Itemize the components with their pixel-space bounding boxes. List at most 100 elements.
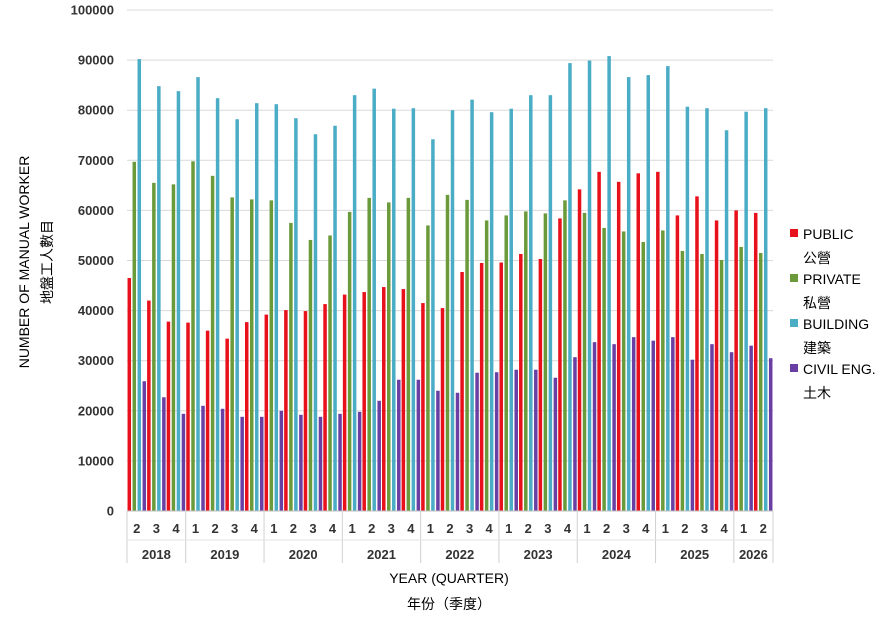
bar-building (763, 108, 768, 512)
bar-building (254, 103, 259, 511)
bar-private (739, 246, 743, 511)
bar-building (705, 108, 709, 512)
year-tick-label: 2026 (739, 547, 768, 562)
quarter-tick-label: 4 (329, 521, 337, 536)
bar-private (465, 199, 469, 511)
bar-building (685, 106, 690, 512)
bar-public (166, 321, 171, 511)
bar-building (411, 108, 416, 512)
bar-civil-eng (240, 416, 244, 511)
bar-civil-eng (377, 400, 381, 511)
quarter-tick-label: 1 (427, 521, 434, 536)
legend-sublabel: 土木 (803, 385, 831, 401)
legend-sublabel: 建築 (803, 340, 831, 356)
bar-civil-eng (397, 379, 401, 511)
bar-public (225, 338, 229, 511)
y-tick-label: 40000 (78, 303, 114, 318)
bar-building (352, 95, 357, 512)
bar-public (636, 173, 641, 512)
bar-building (607, 56, 611, 511)
year-tick-label: 2025 (680, 547, 709, 562)
quarter-tick-label: 4 (642, 521, 650, 536)
bar-civil-eng (494, 372, 499, 511)
bar-civil-eng (201, 405, 205, 511)
year-tick-label: 2019 (210, 547, 239, 562)
bars (127, 56, 773, 512)
bar-public (656, 171, 660, 511)
bar-public (244, 322, 249, 511)
quarter-tick-label: 2 (681, 521, 688, 536)
bar-civil-eng (573, 357, 577, 511)
quarter-tick-label: 1 (583, 521, 590, 536)
bar-private (700, 253, 704, 511)
bar-building (431, 139, 435, 511)
bar-building (157, 86, 161, 511)
bar-public (421, 303, 425, 511)
bar-civil-eng (631, 337, 636, 511)
bar-private (543, 213, 548, 511)
bar-public (127, 278, 132, 511)
bar-civil-eng (299, 414, 303, 511)
bar-private (524, 211, 528, 512)
bar-private (504, 215, 508, 511)
bar-public (597, 171, 601, 511)
bar-public (558, 218, 562, 511)
legend-swatch (790, 319, 798, 327)
y-tick-label: 0 (107, 504, 114, 519)
quarter-tick-label: 1 (662, 521, 669, 536)
bar-private (308, 239, 313, 512)
quarter-tick-label: 2 (760, 521, 767, 536)
quarter-tick-label: 1 (505, 521, 512, 536)
bar-building (489, 112, 494, 511)
x-axis-subtitle: 年份（季度） (407, 596, 491, 612)
bar-civil-eng (181, 413, 186, 511)
legend-label: BUILDING (803, 316, 869, 332)
bar-private (758, 252, 763, 512)
legend-label: PRIVATE (803, 271, 861, 287)
legend-label: CIVIL ENG. (803, 361, 876, 377)
legend-swatch (790, 229, 798, 237)
bar-public (714, 220, 719, 512)
bar-public (440, 308, 445, 511)
bar-public (362, 292, 366, 511)
bar-public (479, 263, 484, 511)
bar-private (230, 197, 234, 511)
bar-public (460, 272, 464, 511)
y-axis-ticks: 0 10000 20000 30000 40000 50000 60000 70000 8000… (71, 3, 114, 519)
bar-private (582, 212, 587, 511)
y-tick-label: 80000 (78, 103, 114, 118)
bar-civil-eng (710, 344, 714, 511)
bar-civil-eng (514, 369, 518, 511)
bar-civil-eng (592, 342, 597, 511)
legend-sublabel: 私營 (803, 295, 831, 311)
bar-private (367, 197, 371, 511)
bar-civil-eng (671, 337, 675, 511)
bar-public (499, 262, 503, 511)
bar-civil-eng (162, 397, 166, 511)
year-tick-label: 2021 (367, 547, 396, 562)
y-axis-subtitle: 地盤工人數目 (39, 220, 55, 304)
y-tick-label: 90000 (78, 53, 114, 68)
bar-public (538, 258, 543, 511)
y-tick-label: 30000 (78, 353, 114, 368)
bar-public (303, 311, 308, 511)
bar-public (264, 314, 269, 511)
legend-swatch (790, 364, 798, 372)
quarter-tick-label: 3 (544, 521, 551, 536)
bar-private (249, 199, 254, 512)
bar-private (426, 225, 430, 511)
bar-building (470, 99, 474, 511)
gridlines (127, 9, 773, 512)
bar-building (235, 119, 239, 511)
year-tick-label: 2023 (524, 547, 553, 562)
quarter-tick-label: 4 (486, 521, 494, 536)
bar-building (548, 95, 553, 512)
bar-building (509, 108, 513, 512)
bar-civil-eng (651, 340, 656, 511)
bar-public (519, 253, 523, 511)
bar-civil-eng (690, 359, 695, 511)
bar-civil-eng (612, 344, 616, 511)
bar-civil-eng (416, 379, 421, 511)
bar-building (392, 108, 396, 512)
